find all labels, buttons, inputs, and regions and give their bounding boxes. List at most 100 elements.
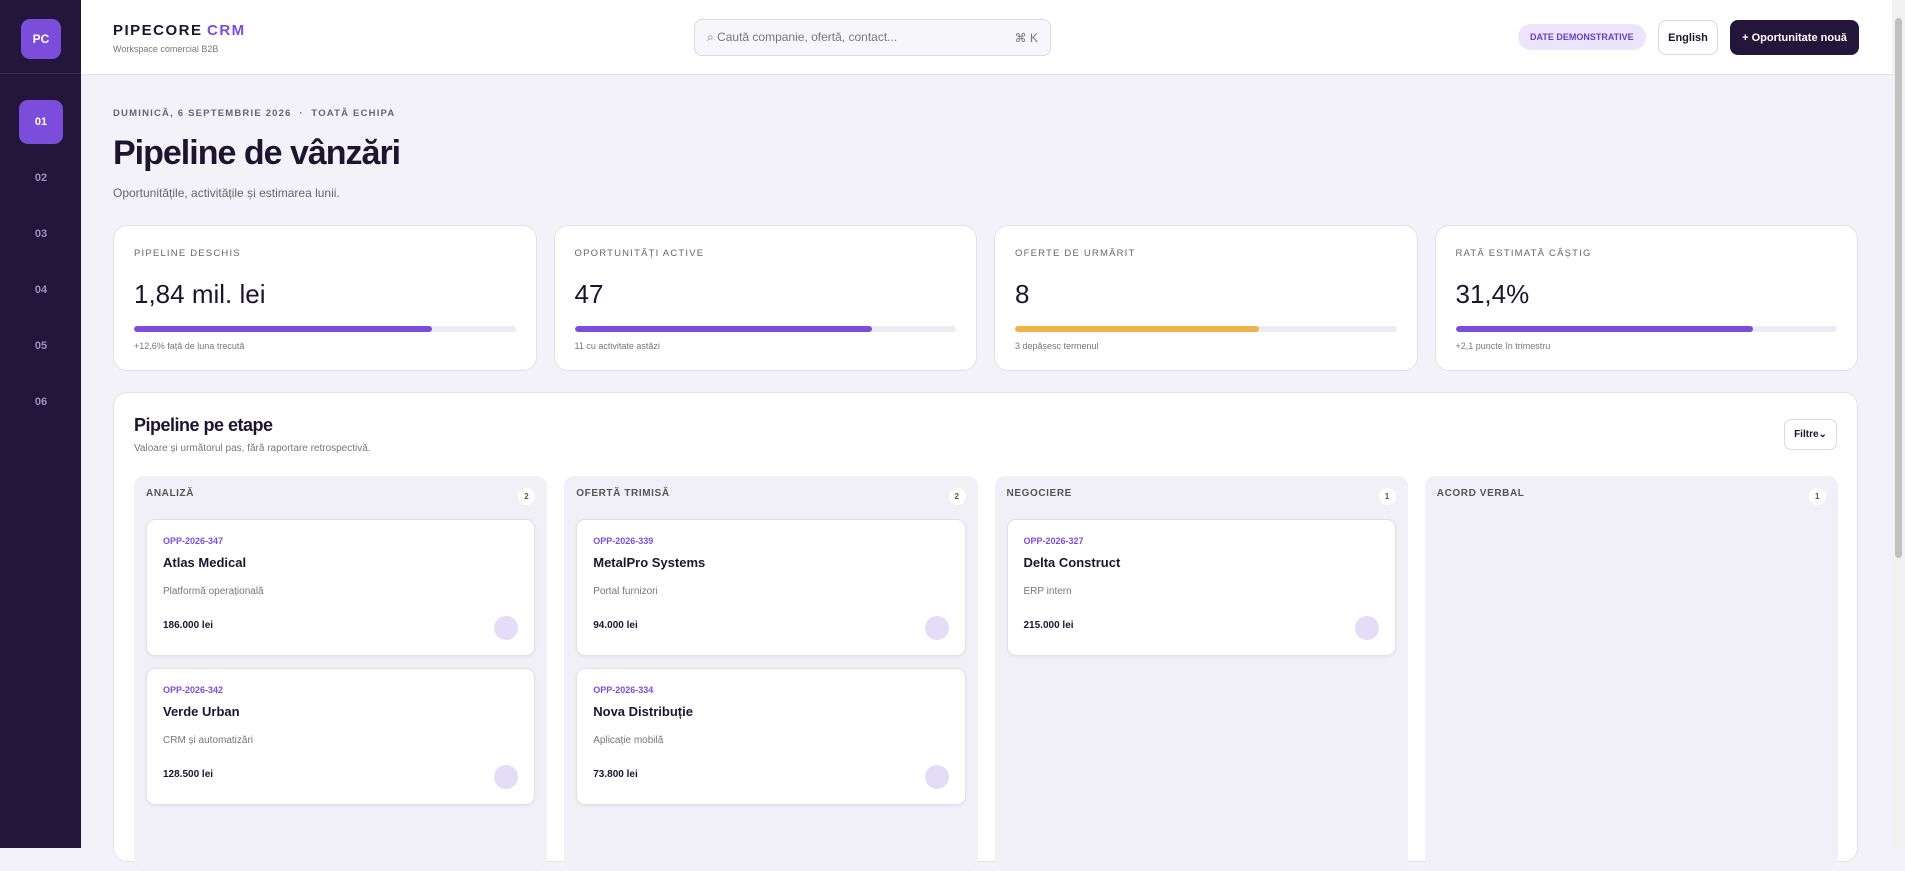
progress-fill <box>1015 326 1260 332</box>
kpi-label: PIPELINE DESCHIS <box>134 248 241 259</box>
board-subtitle: Valoare și următorul pas, fără raportare… <box>134 443 371 454</box>
stage-count: 1 <box>1378 488 1396 505</box>
deal-id: OPP-2026-327 <box>1023 536 1084 546</box>
deal-id: OPP-2026-339 <box>593 536 654 546</box>
deal-id: OPP-2026-334 <box>593 685 654 695</box>
nav-item[interactable]: 04 <box>34 284 48 296</box>
filter-label: Filtre <box>1794 429 1819 440</box>
progress-fill <box>134 326 432 332</box>
deal-value: 128.500 lei <box>163 769 214 780</box>
stage-name: ANALIZĂ <box>146 488 195 499</box>
deal-description: ERP intern <box>1023 586 1072 597</box>
deal-id: OPP-2026-342 <box>163 685 224 695</box>
deal-description: Aplicație mobilă <box>593 735 664 746</box>
deal-card[interactable]: OPP-2026-339 MetalPro Systems Portal furni… <box>576 519 966 656</box>
deal-description: CRM și automatizări <box>163 735 254 746</box>
kpi-note: +2,1 puncte în trimestru <box>1455 341 1551 351</box>
kpi-card: PIPELINE DESCHIS 1,84 mil. lei +12,6% față… <box>113 225 537 371</box>
deal-company: MetalPro Systems <box>593 555 706 570</box>
kpi-label: RATĂ ESTIMATĂ CÂȘTIG <box>1455 248 1592 259</box>
deal-value: 73.800 lei <box>593 769 638 780</box>
deal-value: 94.000 lei <box>593 620 638 631</box>
kpi-card: RATĂ ESTIMATĂ CÂȘTIG 31,4% +2,1 puncte în … <box>1434 225 1858 371</box>
stage-name: ACORD VERBAL <box>1436 488 1525 499</box>
kpi-label: OFERTE DE URMĂRIT <box>1015 248 1136 259</box>
stage-header: ACORD VERBAL 1 <box>1437 488 1826 505</box>
owner-avatar <box>1354 616 1379 640</box>
nav-item[interactable]: 01 <box>19 100 63 144</box>
nav-item[interactable]: 02 <box>34 172 48 184</box>
stage-column: ANALIZĂ 2 OPP-2026-347 Atlas Medical Platfor… <box>134 476 548 871</box>
owner-avatar <box>924 765 949 789</box>
nav-item[interactable]: 06 <box>34 396 48 408</box>
kpi-label: OPORTUNITĂȚI ACTIVE <box>574 248 705 259</box>
deal-description: Portal furnizori <box>593 586 658 597</box>
stage-count: 2 <box>518 488 536 505</box>
deal-card[interactable]: OPP-2026-334 Nova Distribuție Aplicație mo… <box>576 668 966 805</box>
kpi-note: +12,6% față de luna trecută <box>134 341 245 351</box>
scope: TOATĂ ECHIPA <box>311 108 396 119</box>
progress-track <box>1015 326 1397 332</box>
deal-id: OPP-2026-347 <box>163 536 224 546</box>
stage-name: OFERTĂ TRIMISĂ <box>576 488 670 499</box>
progress-track <box>134 326 516 332</box>
brand-name: PIPECORE <box>113 22 203 39</box>
stage-count: 1 <box>1809 488 1826 505</box>
page-subtitle: Oportunitățile, activitățile și estimare… <box>113 186 340 200</box>
brand-tagline: Workspace comercial B2B <box>113 44 219 54</box>
language-button[interactable]: English <box>1658 20 1718 55</box>
progress-fill <box>574 326 873 332</box>
date: DUMINICĂ, 6 SEPTEMBRIE 2026 <box>113 108 292 119</box>
deal-card[interactable]: OPP-2026-327 Delta Construct ERP intern 215… <box>1006 519 1396 656</box>
deal-description: Platformă operațională <box>163 586 264 597</box>
kpi-row: PIPELINE DESCHIS 1,84 mil. lei +12,6% față… <box>113 225 1858 371</box>
date-line: DUMINICĂ, 6 SEPTEMBRIE 2026 · TOATĂ ECHI… <box>113 108 396 119</box>
deal-company: Verde Urban <box>163 704 240 719</box>
kpi-note: 3 depășesc termenul <box>1015 341 1099 351</box>
stage-count: 2 <box>948 488 966 505</box>
kpi-card: OPORTUNITĂȚI ACTIVE 47 11 cu activitate as… <box>553 225 977 371</box>
progress-track <box>1455 326 1837 332</box>
deal-company: Nova Distribuție <box>593 704 693 719</box>
owner-avatar <box>494 765 519 789</box>
kpi-card: OFERTE DE URMĂRIT 8 3 depășesc termenul <box>994 225 1418 371</box>
nav-item[interactable]: 05 <box>34 340 48 352</box>
deal-card[interactable]: OPP-2026-347 Atlas Medical Platformă opera… <box>146 519 536 656</box>
board: Pipeline pe etape Valoare și următorul p… <box>113 392 1858 871</box>
search[interactable]: ⌕ Caută companie, ofertă, contact... ⌘ K <box>694 19 1051 56</box>
new-opportunity-button[interactable]: + Oportunitate nouă <box>1730 20 1859 55</box>
stage-column: NEGOCIERE 1 OPP-2026-327 Delta Construct ERP… <box>994 476 1408 871</box>
kpi-value: 47 <box>574 279 604 309</box>
progress-fill <box>1455 326 1754 332</box>
shortcut: ⌘ K <box>1014 30 1038 45</box>
kpi-value: 31,4% <box>1455 279 1530 309</box>
filter-button[interactable]: Filtre ⌄ <box>1784 419 1837 450</box>
page-title: Pipeline de vânzări <box>113 134 401 172</box>
stage-header: NEGOCIERE 1 <box>1007 488 1396 505</box>
stage-column: ACORD VERBAL 1 <box>1424 476 1838 871</box>
top-bar: PIPECORE CRM Workspace comercial B2B ⌕ Ca… <box>81 0 1892 75</box>
scrollbar <box>1892 0 1905 848</box>
stage-header: ANALIZĂ 2 <box>146 488 536 505</box>
kpi-value: 1,84 mil. lei <box>134 279 266 309</box>
divider <box>0 73 81 74</box>
progress-track <box>574 326 956 332</box>
logo[interactable]: PC <box>21 19 61 59</box>
owner-avatar <box>494 616 519 640</box>
owner-avatar <box>924 616 949 640</box>
deal-value: 186.000 lei <box>163 620 214 631</box>
search-placeholder: ⌕ Caută companie, ofertă, contact... <box>707 30 898 44</box>
kpi-value: 8 <box>1015 279 1030 309</box>
brand-accent: CRM <box>206 22 246 39</box>
deal-card[interactable]: OPP-2026-342 Verde Urban CRM și automatiză… <box>146 668 536 805</box>
scroll-thumb <box>1895 18 1902 558</box>
stage-column: OFERTĂ TRIMISĂ 2 OPP-2026-339 MetalPro Syst… <box>564 476 978 871</box>
brand: PIPECORE CRM Workspace comercial B2B <box>113 22 246 54</box>
nav-item[interactable]: 03 <box>34 228 48 240</box>
placeholder-text: Caută companie, ofertă, contact... <box>717 30 898 44</box>
deal-company: Delta Construct <box>1023 555 1121 570</box>
columns: ANALIZĂ 2 OPP-2026-347 Atlas Medical Platfor… <box>134 476 1838 871</box>
board-title: Pipeline pe etape <box>134 415 273 435</box>
demo-badge: DATE DEMONSTRATIVE <box>1518 24 1646 50</box>
